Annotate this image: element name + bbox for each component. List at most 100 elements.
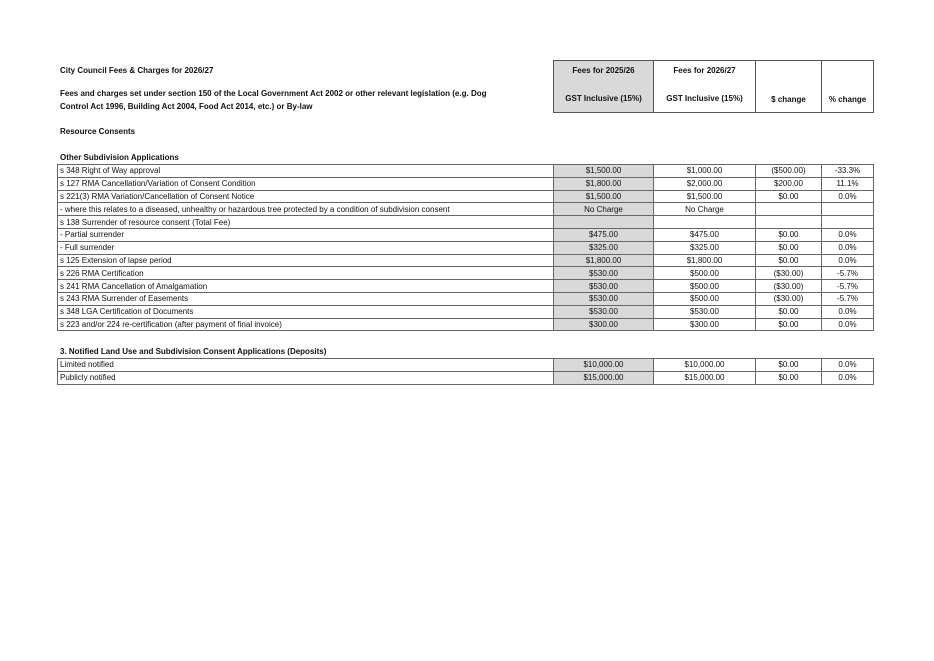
table-row: Limited notified $10,000.00 $10,000.00 $0.0… xyxy=(57,358,874,372)
cell-dollar-change: $0.00 xyxy=(755,227,822,242)
table-row: s 226 RMA Certification $530.00 $500.00 ($3… xyxy=(57,266,874,281)
cell-fee-2026-27: $10,000.00 xyxy=(653,358,756,372)
cell-dollar-change: $0.00 xyxy=(755,253,822,268)
table2-heading: 3. Notified Land Use and Subdivision Con… xyxy=(60,347,327,356)
cell-fee-2026-27: $500.00 xyxy=(653,291,756,306)
cell-fee-2026-27: No Charge xyxy=(653,202,756,217)
table-row: - Partial surrender $475.00 $475.00 $0.00 0.… xyxy=(57,227,874,242)
cell-fee-2025-26: $300.00 xyxy=(553,317,654,332)
cell-percent-change: -33.3% xyxy=(821,164,874,178)
cell-description: - where this relates to a diseased, unhe… xyxy=(57,202,554,217)
cell-percent-change: 0.0% xyxy=(821,227,874,242)
cell-percent-change: -5.7% xyxy=(821,279,874,293)
subtitle-line-2: Control Act 1996, Building Act 2004, Foo… xyxy=(60,102,313,111)
cell-fee-2026-27: $1,000.00 xyxy=(653,164,756,178)
cell-fee-2025-26: $1,800.00 xyxy=(553,176,654,191)
section-heading: Resource Consents xyxy=(60,127,136,136)
cell-dollar-change: $0.00 xyxy=(755,358,822,372)
header-fees-2026-27: Fees for 2026/27 GST Inclusive (15%) xyxy=(653,60,756,113)
table-row: s 221(3) RMA Variation/Cancellation of C… xyxy=(57,189,874,204)
cell-description: s 348 LGA Certification of Documents xyxy=(57,304,554,319)
header-percent-change: % change xyxy=(821,60,874,113)
cell-fee-2025-26: $530.00 xyxy=(553,279,654,293)
cell-dollar-change: $0.00 xyxy=(755,317,822,332)
cell-fee-2025-26: $325.00 xyxy=(553,240,654,255)
column-header: Fees for 2025/26 GST Inclusive (15%) Fees… xyxy=(553,60,874,113)
cell-fee-2025-26: $530.00 xyxy=(553,291,654,306)
cell-fee-2026-27: $530.00 xyxy=(653,304,756,319)
cell-description: s 348 Right of Way approval xyxy=(57,164,554,178)
cell-fee-2026-27 xyxy=(653,215,756,229)
cell-description: s 241 RMA Cancellation of Amalgamation xyxy=(57,279,554,293)
subtitle-line-1: Fees and charges set under section 150 o… xyxy=(60,89,487,98)
cell-percent-change: 11.1% xyxy=(821,176,874,191)
fees-table-notified: Limited notified $10,000.00 $10,000.00 $0.0… xyxy=(57,358,874,385)
cell-fee-2025-26: $1,500.00 xyxy=(553,164,654,178)
cell-percent-change: 0.0% xyxy=(821,253,874,268)
cell-description: Publicly notified xyxy=(57,370,554,385)
table-row: s 223 and/or 224 re-certification (after… xyxy=(57,317,874,332)
table-row: s 243 RMA Surrender of Easements $530.00 $… xyxy=(57,291,874,306)
cell-percent-change: 0.0% xyxy=(821,370,874,385)
cell-dollar-change: $0.00 xyxy=(755,370,822,385)
cell-dollar-change xyxy=(755,202,822,217)
cell-dollar-change: $0.00 xyxy=(755,189,822,204)
table-row: s 348 Right of Way approval $1,500.00 $1,0… xyxy=(57,164,874,178)
table-row: s 127 RMA Cancellation/Variation of Cons… xyxy=(57,176,874,191)
cell-description: - Full surrender xyxy=(57,240,554,255)
cell-fee-2025-26: $15,000.00 xyxy=(553,370,654,385)
cell-fee-2026-27: $1,500.00 xyxy=(653,189,756,204)
cell-fee-2026-27: $15,000.00 xyxy=(653,370,756,385)
cell-description: s 138 Surrender of resource consent (Tot… xyxy=(57,215,554,229)
cell-description: - Partial surrender xyxy=(57,227,554,242)
cell-fee-2026-27: $325.00 xyxy=(653,240,756,255)
cell-fee-2025-26: $1,800.00 xyxy=(553,253,654,268)
cell-dollar-change: $0.00 xyxy=(755,240,822,255)
cell-percent-change: -5.7% xyxy=(821,291,874,306)
cell-dollar-change: ($30.00) xyxy=(755,279,822,293)
document-title: City Council Fees & Charges for 2026/27 xyxy=(60,66,214,75)
cell-description: s 125 Extension of lapse period xyxy=(57,253,554,268)
header-fees-2025-26: Fees for 2025/26 GST Inclusive (15%) xyxy=(553,60,654,113)
table-row: s 241 RMA Cancellation of Amalgamation $5… xyxy=(57,279,874,293)
cell-fee-2025-26: $475.00 xyxy=(553,227,654,242)
cell-percent-change xyxy=(821,215,874,229)
table-row: - where this relates to a diseased, unhe… xyxy=(57,202,874,217)
cell-percent-change: 0.0% xyxy=(821,317,874,332)
cell-dollar-change: ($500.00) xyxy=(755,164,822,178)
cell-percent-change: -5.7% xyxy=(821,266,874,281)
cell-fee-2025-26: $10,000.00 xyxy=(553,358,654,372)
cell-fee-2025-26: $530.00 xyxy=(553,304,654,319)
fees-table-subdivision: s 348 Right of Way approval $1,500.00 $1,0… xyxy=(57,164,874,332)
cell-description: Limited notified xyxy=(57,358,554,372)
table-row: Publicly notified $15,000.00 $15,000.00 $0.… xyxy=(57,370,874,385)
table-row: - Full surrender $325.00 $325.00 $0.00 0.0% xyxy=(57,240,874,255)
cell-description: s 226 RMA Certification xyxy=(57,266,554,281)
cell-dollar-change: $200.00 xyxy=(755,176,822,191)
table-row: s 138 Surrender of resource consent (Tot… xyxy=(57,215,874,229)
cell-fee-2025-26: $530.00 xyxy=(553,266,654,281)
cell-description: s 127 RMA Cancellation/Variation of Cons… xyxy=(57,176,554,191)
cell-percent-change: 0.0% xyxy=(821,240,874,255)
cell-fee-2025-26: No Charge xyxy=(553,202,654,217)
cell-dollar-change: ($30.00) xyxy=(755,266,822,281)
cell-percent-change: 0.0% xyxy=(821,304,874,319)
cell-dollar-change: $0.00 xyxy=(755,304,822,319)
cell-fee-2026-27: $500.00 xyxy=(653,266,756,281)
cell-fee-2026-27: $475.00 xyxy=(653,227,756,242)
table-row: s 348 LGA Certification of Documents $530… xyxy=(57,304,874,319)
table-row: s 125 Extension of lapse period $1,800.00… xyxy=(57,253,874,268)
cell-fee-2026-27: $1,800.00 xyxy=(653,253,756,268)
cell-percent-change: 0.0% xyxy=(821,189,874,204)
cell-fee-2026-27: $300.00 xyxy=(653,317,756,332)
cell-percent-change xyxy=(821,202,874,217)
cell-fee-2026-27: $2,000.00 xyxy=(653,176,756,191)
cell-description: s 243 RMA Surrender of Easements xyxy=(57,291,554,306)
cell-description: s 223 and/or 224 re-certification (after… xyxy=(57,317,554,332)
cell-dollar-change: ($30.00) xyxy=(755,291,822,306)
cell-fee-2026-27: $500.00 xyxy=(653,279,756,293)
table1-heading: Other Subdivision Applications xyxy=(60,153,179,162)
cell-percent-change: 0.0% xyxy=(821,358,874,372)
cell-fee-2025-26: $1,500.00 xyxy=(553,189,654,204)
cell-dollar-change xyxy=(755,215,822,229)
